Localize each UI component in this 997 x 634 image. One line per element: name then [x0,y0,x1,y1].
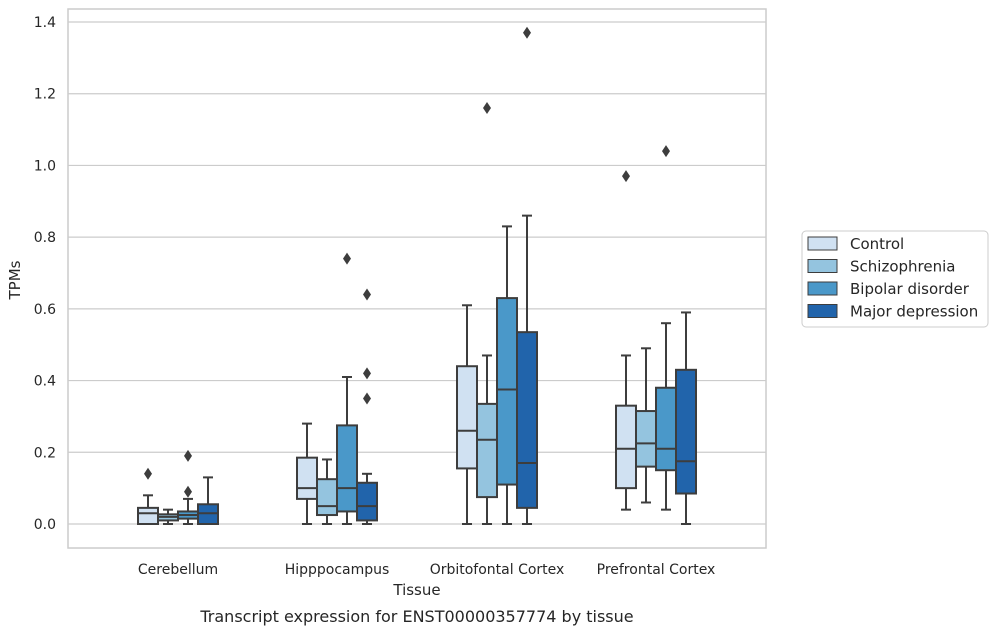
y-tick-label: 1.2 [34,87,56,103]
box [177,449,199,525]
y-tick-label: 0.2 [34,445,56,461]
outlier-point [523,26,531,39]
y-tick-label: 1.0 [34,158,56,174]
gridlines [68,21,766,525]
x-tick-labels: Cerebellum Hipppocampus Orbitofontal Corte… [138,562,715,578]
box [615,170,637,511]
outlier-point [363,288,371,301]
y-tick-label: 0.4 [34,374,56,390]
x-tick-label: Cerebellum [138,562,218,578]
box-body [137,506,159,526]
y-tick-label: 0.0 [34,517,56,533]
box [137,467,159,526]
box-groups [137,26,697,526]
box-body [476,402,498,499]
box [655,145,677,511]
box-body [356,481,378,522]
box-body [635,410,657,468]
box-body [336,424,358,513]
y-tick-labels: 0.0 0.2 0.4 0.6 0.8 1.0 1.2 1.4 [34,15,56,533]
box-body [516,331,538,509]
box [456,304,478,525]
box [635,347,657,504]
outlier-point [184,485,192,498]
box-body [675,368,697,495]
y-tick-label: 0.8 [34,230,56,246]
outlier-point [144,467,152,480]
outlier-point [363,367,371,380]
box [496,225,518,525]
legend-label: Control [850,235,904,253]
box [157,508,179,525]
box-body [496,297,518,486]
chart-caption: Transcript expression for ENST0000035777… [199,607,633,626]
box [316,458,338,525]
box [675,311,697,525]
x-tick-label: Hipppocampus [285,562,390,578]
series-major-depression [197,26,697,525]
legend-swatch [807,304,838,318]
y-tick-label: 0.6 [34,302,56,318]
outlier-point [184,449,192,462]
legend-label: Major depression [850,303,978,321]
box [356,288,378,525]
legend-swatch [807,236,838,251]
box [516,26,538,525]
box-body [296,456,318,500]
x-axis-label: Tissue [392,581,440,599]
legend-label: Schizophrenia [850,258,955,276]
y-axis-label: TPMs [6,260,24,300]
series-control [137,170,637,526]
series-bipolar-disorder [177,145,677,525]
outlier-point [483,102,491,115]
box [336,252,358,525]
box-body [316,478,338,517]
legend-swatch [807,259,838,273]
outlier-point [622,170,630,183]
x-tick-label: Prefrontal Cortex [597,562,716,578]
x-tick-label: Orbitofontal Cortex [430,562,565,578]
series-schizophrenia [157,102,657,525]
outlier-point [343,252,351,265]
plot-frame [67,8,767,549]
y-tick-label: 1.4 [34,15,56,31]
box-body [655,386,677,472]
outlier-point [363,392,371,405]
box-body [615,404,637,490]
box [296,422,318,525]
legend-swatch [807,281,838,296]
box-body [456,365,478,470]
outlier-point [662,145,670,158]
legend-frame [801,230,989,328]
legend-label: Bipolar disorder [850,280,970,298]
legend: Control Schizophrenia Bipolar disorder Majo… [801,230,989,328]
box [197,476,219,525]
